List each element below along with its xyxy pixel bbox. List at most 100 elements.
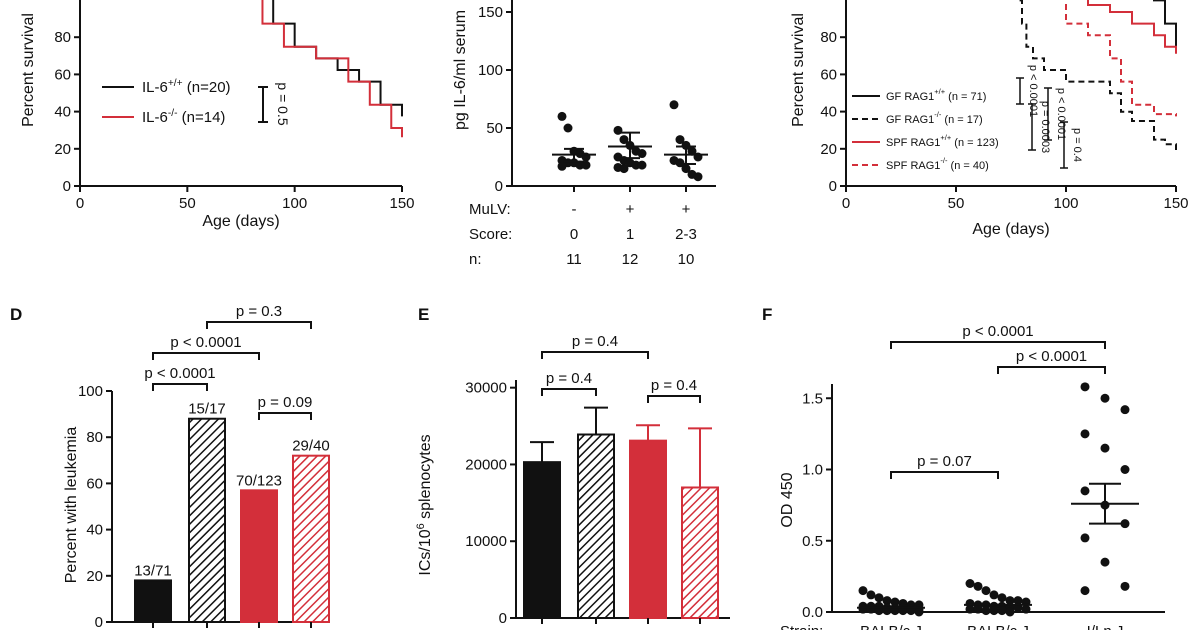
f-point: [1005, 607, 1015, 617]
e-comparison-bracket: [647, 395, 701, 403]
a-x-tick-label: 100: [282, 195, 307, 212]
f-point: [1005, 596, 1015, 606]
f-point: [973, 581, 983, 591]
d-comparison-label: p = 0.09: [258, 394, 313, 411]
c-legend-label: GF RAG1-/- (n = 17): [886, 110, 983, 126]
b-score-value: 1: [626, 226, 634, 243]
c-y-tick-label: 0: [829, 178, 837, 195]
c-series-line: [1016, 0, 1177, 152]
b-sem-bar: [676, 145, 696, 165]
c-x-tick-label: 0: [842, 195, 850, 212]
b-point: [637, 160, 647, 170]
f-point: [1013, 596, 1023, 606]
b-point: [557, 111, 567, 121]
e-comparison-bracket: [541, 351, 649, 359]
b-point: [687, 146, 697, 156]
f-y-tick-label: 0.5: [802, 533, 823, 550]
f-point: [882, 596, 892, 606]
a-x-label: Age (days): [202, 213, 279, 230]
b-sem-bar: [620, 131, 640, 160]
f-point: [981, 586, 991, 596]
a-legend-label: IL-6+/+ (n=20): [142, 78, 231, 96]
b-y-tick-label: 0: [495, 178, 503, 195]
c-p-label: p < 0.0001: [1027, 65, 1039, 117]
c-p-bracket: [1060, 121, 1068, 169]
c-p-bracket: [1028, 103, 1036, 151]
f-point: [989, 606, 999, 616]
a-y-tick-label: 40: [54, 104, 71, 121]
c-p-label: p = 0.0003: [1039, 101, 1051, 153]
panel-e-ics-bars: 0 10000 20000 30000 ICs/106 splenocytes p = 0…: [415, 333, 730, 627]
b-point: [581, 160, 591, 170]
f-point: [1080, 382, 1090, 392]
d-comparison-label: p < 0.0001: [144, 365, 215, 382]
c-series-line: [1065, 0, 1177, 117]
b-point: [669, 100, 679, 110]
b-point: [637, 149, 647, 159]
b-score-value: 0: [570, 226, 578, 243]
f-comparison-bracket: [890, 341, 1106, 349]
d-y-tick-label: 100: [78, 383, 103, 400]
f-y-tick-label: 1.0: [802, 462, 823, 479]
f-point: [1080, 429, 1090, 439]
e-y-label: ICs/106 splenocytes: [415, 434, 434, 575]
e-comparison-label: p = 0.4: [572, 333, 618, 350]
c-series-line: [1087, 0, 1177, 54]
f-point: [1021, 604, 1031, 614]
c-x-label: Age (days): [972, 221, 1049, 238]
f-category-label: BALB/c J: [967, 623, 1029, 630]
f-comparison-label: p < 0.0001: [962, 323, 1033, 340]
a-y-tick-label: 60: [54, 66, 71, 83]
b-y-label: pg IL-6/ml serum: [452, 10, 469, 130]
panel-d-leukemia-bars: 0 20 40 60 80 100 Percent with leukemia 13/71 15…: [63, 303, 330, 630]
c-x-tick-label: 100: [1053, 195, 1078, 212]
b-point: [563, 123, 573, 133]
f-point: [914, 607, 924, 617]
f-comparison-bracket: [890, 471, 999, 479]
panel-letter-d: D: [10, 305, 22, 324]
f-point: [965, 579, 975, 588]
e-y-tick-label: 0: [499, 610, 507, 627]
f-row-label: Strain:: [780, 623, 823, 630]
d-bar: [240, 489, 278, 623]
b-point: [557, 161, 567, 171]
c-y-label: Percent survival: [790, 13, 807, 127]
panel-b-il6-serum: 0 50 100 150 pg IL-6/ml serum - 0 11 +1 12 +2-3 10 M…: [452, 0, 716, 268]
d-comparison-bracket: [152, 383, 208, 391]
a-series-line: [261, 0, 403, 138]
a-legend-label: IL-6-/- (n=14): [142, 108, 225, 126]
f-point: [973, 604, 983, 614]
f-point: [866, 604, 876, 614]
c-series-line: [1153, 0, 1177, 47]
a-y-tick-label: 20: [54, 141, 71, 158]
b-y-tick-label: 100: [478, 62, 503, 79]
f-point: [965, 604, 975, 614]
b-row-label: Score:: [469, 226, 512, 243]
f-comparison-label: p < 0.0001: [1016, 348, 1087, 365]
f-point: [1080, 486, 1090, 496]
c-y-tick-label: 60: [820, 66, 837, 83]
d-y-label: Percent with leukemia: [63, 427, 80, 584]
f-point: [1120, 405, 1130, 415]
d-bar-label: 15/17: [188, 401, 226, 418]
d-comparison-label: p = 0.3: [236, 303, 282, 320]
b-score-value: 2-3: [675, 226, 697, 243]
b-mulv-value: +: [682, 201, 691, 218]
f-point: [1120, 519, 1130, 529]
e-bar: [523, 461, 561, 619]
b-point: [675, 158, 685, 168]
d-y-tick-label: 80: [86, 429, 103, 446]
b-y-tick-label: 150: [478, 4, 503, 21]
b-point: [675, 135, 685, 145]
d-bar: [292, 454, 330, 623]
a-x-tick-label: 0: [76, 195, 84, 212]
e-bar: [577, 433, 615, 619]
d-comparison-bracket: [206, 321, 312, 329]
d-bar-label: 29/40: [292, 438, 330, 455]
d-y-tick-label: 60: [86, 475, 103, 492]
f-comparison-bracket: [997, 366, 1106, 374]
d-bar-label: 70/123: [236, 472, 282, 489]
a-series-line: [272, 0, 403, 117]
c-p-bracket: [1016, 77, 1024, 105]
